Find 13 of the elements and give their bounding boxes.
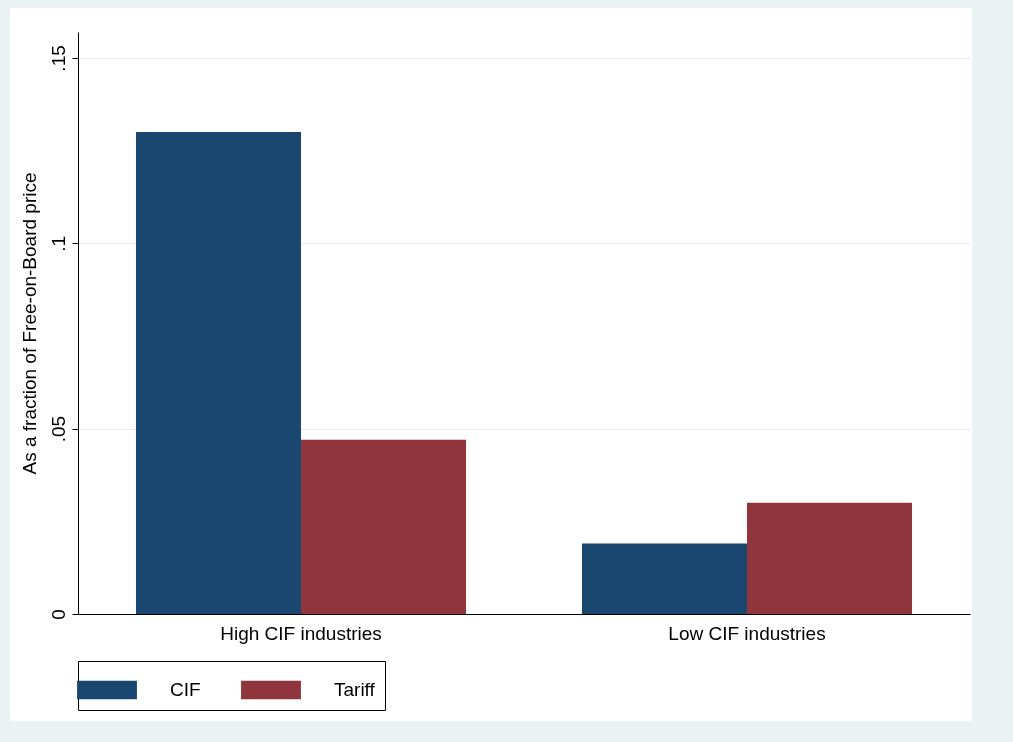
legend-label: CIF [170,679,201,700]
bar [581,543,747,614]
y-tick-label: .1 [47,235,69,252]
legend-label: Tariff [334,679,376,700]
bar [301,439,467,614]
x-tick-label: Low CIF industries [668,622,826,644]
x-tick-label: High CIF industries [220,622,382,644]
y-tick-label: 0 [47,609,69,620]
bar [135,132,301,614]
y-tick-label: .05 [47,415,69,443]
y-axis-title: As a fraction of Free-on-Board price [18,172,40,475]
bar [747,502,913,614]
y-tick-label: .15 [47,45,69,72]
